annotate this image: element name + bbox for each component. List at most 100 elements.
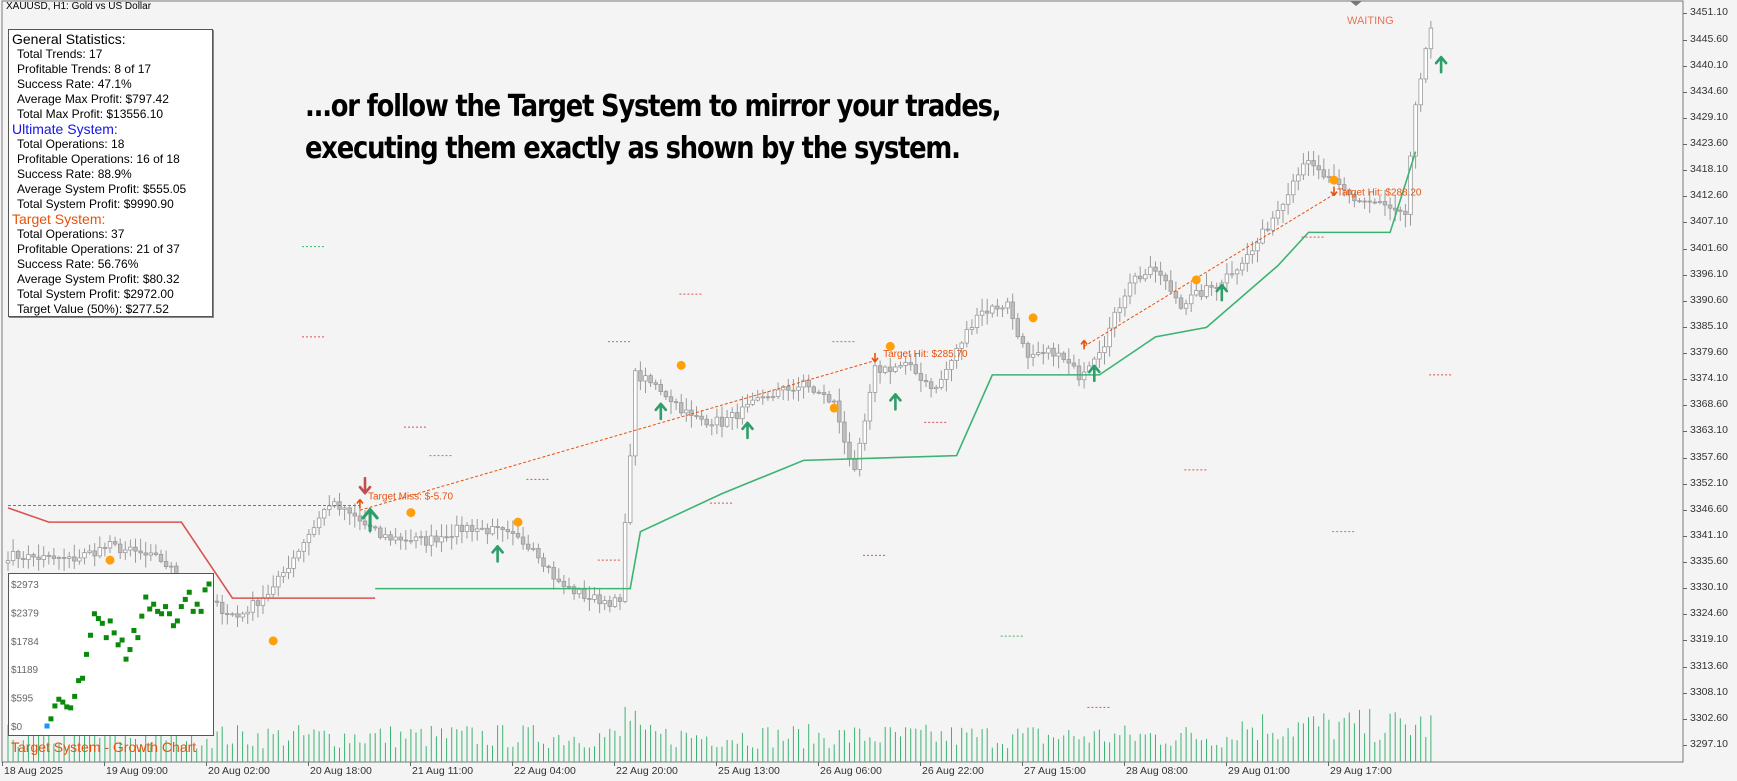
candle-body [1000, 307, 1005, 310]
entry-arrow-icon [1330, 186, 1338, 197]
price-tick-label: 3379.60 [1690, 346, 1728, 359]
candle-body [1260, 228, 1265, 244]
trade-result-label: Target Hit: $285.70 [883, 349, 968, 360]
candle-body [1056, 352, 1061, 357]
candle-body [990, 305, 995, 314]
candle-body [612, 597, 618, 607]
candle-body [566, 585, 572, 588]
price-tick-label: 3341.10 [1690, 528, 1728, 541]
candle-body [806, 379, 811, 388]
promo-line-1: ...or follow the Target System to mirror… [305, 89, 1002, 124]
candle-body [709, 424, 714, 427]
candle-body [281, 572, 286, 577]
price-tick [1683, 117, 1687, 119]
candle-body [821, 392, 827, 395]
candle-body [1183, 303, 1189, 309]
candle-body [1255, 242, 1260, 252]
candle-body [41, 555, 46, 560]
price-tick-label: 3445.60 [1690, 32, 1728, 45]
growth-y-tick-label: $1784 [11, 637, 39, 648]
time-tick [512, 762, 513, 766]
candle-body [1189, 294, 1194, 305]
growth-point [107, 618, 113, 624]
up-arrow-icon [491, 545, 504, 563]
growth-point [68, 705, 74, 711]
candle-body [321, 509, 327, 519]
growth-point [166, 611, 172, 617]
candle-body [1066, 359, 1071, 364]
target-line [1083, 193, 1335, 347]
price-tick-label: 3313.60 [1690, 659, 1728, 672]
price-tick [1683, 326, 1687, 328]
price-tick-label: 3352.10 [1690, 476, 1728, 489]
candle-body [949, 360, 954, 370]
candle-body [97, 547, 102, 557]
candle-body [934, 387, 939, 390]
up-arrow-icon [1088, 364, 1101, 383]
candle-body [10, 550, 16, 561]
candle-body [1301, 163, 1306, 176]
candle-body [31, 554, 36, 558]
general-stat-row: Profitable Trends: 8 of 17 [17, 62, 152, 76]
signal-dot [1028, 313, 1038, 323]
target-stat-row: Success Rate: 56.76% [17, 257, 139, 271]
candle-body [1342, 184, 1347, 191]
general-stat-row: Total Trends: 17 [17, 47, 103, 61]
candle-body [1163, 274, 1168, 282]
candle-body [1311, 160, 1316, 167]
candle-body [520, 536, 526, 545]
growth-point [131, 627, 137, 633]
growth-y-tick-label: $595 [11, 694, 34, 705]
ultimate-stat-row: Average System Profit: $555.05 [17, 182, 187, 196]
candle-body [979, 310, 985, 316]
growth-point [123, 656, 129, 662]
candle-body [582, 588, 587, 599]
candle-body [1250, 250, 1255, 255]
candle-body [617, 597, 623, 602]
growth-point [155, 608, 161, 614]
general-stat-row: Success Rate: 47.1% [17, 77, 132, 91]
candle-body [388, 534, 393, 541]
candle-body [240, 613, 245, 618]
growth-point [202, 587, 208, 593]
candle-body [1138, 275, 1143, 280]
candle-body [954, 348, 959, 361]
candle-body [469, 525, 475, 532]
candle-body [15, 550, 21, 559]
candle-body [898, 365, 903, 368]
general-stat-row: Total Max Profit: $13556.10 [17, 107, 164, 121]
candle-body [597, 594, 602, 605]
time-tick-label: 26 Aug 22:00 [922, 765, 984, 777]
price-tick-label: 3302.60 [1690, 711, 1728, 724]
price-tick-label: 3330.10 [1690, 581, 1728, 594]
candle-body [464, 525, 470, 532]
candle-body [796, 386, 801, 391]
candle-body [602, 600, 607, 605]
candle-body [1357, 200, 1362, 203]
candle-body [276, 575, 281, 588]
candle-body [429, 535, 434, 546]
candle-body [1030, 353, 1036, 358]
candle-body [235, 613, 240, 618]
time-tick [1022, 762, 1023, 766]
candle-body [633, 370, 638, 457]
signal-dot [1329, 175, 1339, 185]
candle-body [531, 548, 536, 550]
growth-point [87, 632, 93, 638]
time-tick-label: 22 Aug 20:00 [616, 765, 678, 777]
candle-body [1041, 352, 1046, 354]
price-tick [1683, 614, 1687, 616]
candle-body [760, 396, 765, 399]
time-tick [920, 762, 921, 766]
candle-body [842, 421, 847, 443]
candle-body [1097, 352, 1102, 360]
candle-body [1347, 189, 1352, 195]
candle-body [704, 418, 709, 426]
candle-body [444, 536, 449, 539]
target-stat-row: Profitable Operations: 21 of 37 [17, 242, 180, 256]
candle-body [158, 554, 164, 562]
candle-body [852, 458, 857, 470]
time-tick-label: 29 Aug 17:00 [1330, 765, 1392, 777]
